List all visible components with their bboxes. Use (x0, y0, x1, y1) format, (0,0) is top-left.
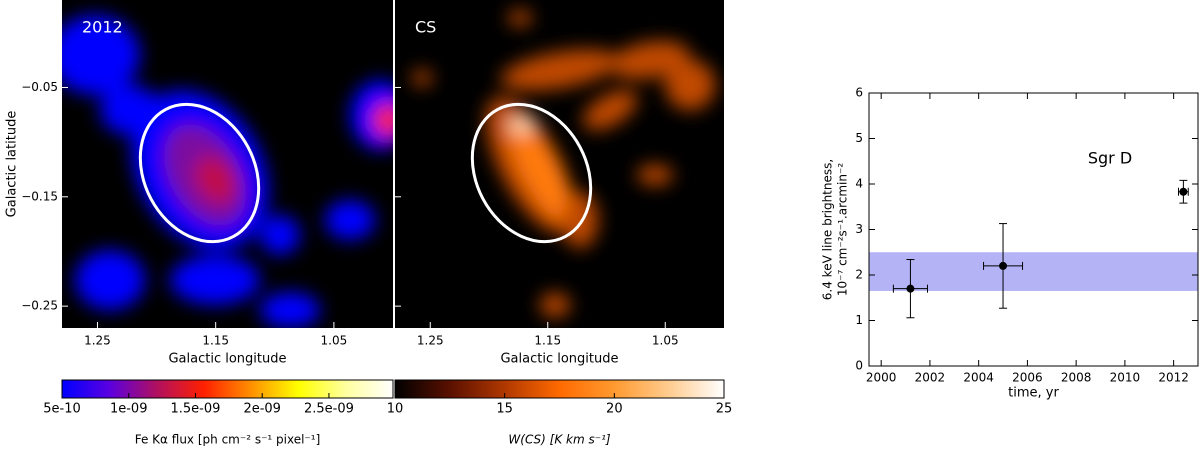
region-ellipse (138, 102, 261, 244)
colorbar-tick-label: 10 (387, 402, 404, 417)
emission-map (62, 15, 393, 328)
x-tick-label: 1.15 (534, 334, 561, 348)
image-panel (62, 0, 393, 328)
emission-blob (562, 192, 598, 248)
plot-background (869, 93, 1198, 366)
emission-blob (500, 49, 620, 91)
x-tick-label: 2008 (1061, 371, 1092, 385)
panel-label: 2012 (82, 18, 123, 37)
x-axis-label: time, yr (1008, 386, 1059, 401)
image-panel (395, 0, 724, 328)
y-tick-label: 0 (855, 359, 863, 373)
x-tick-label: 2006 (1012, 371, 1043, 385)
emission-blob (508, 10, 532, 26)
x-tick-label: 1.05 (652, 334, 679, 348)
y-axis-label: 6.4 keV line brightness, (821, 159, 835, 300)
x-axis-label: Galactic longitude (500, 352, 618, 367)
y-tick-label: 3 (855, 222, 863, 236)
emission-blob (170, 255, 260, 305)
x-tick-label: 2000 (866, 371, 897, 385)
x-tick-label: 1.05 (321, 334, 348, 348)
colorbar-tick-label: 1.5e-09 (171, 402, 221, 417)
data-point (906, 284, 915, 293)
emission-blob (610, 40, 690, 80)
data-point (999, 261, 1008, 270)
emission-blob (374, 104, 393, 136)
colorbar-label: W(CS) [K km s⁻¹] (508, 433, 610, 447)
y-tick-label: 1 (855, 313, 863, 327)
colorbar-tick-label: 2.5e-09 (304, 402, 354, 417)
emission-blob (540, 293, 570, 317)
emission-blob (75, 250, 145, 310)
y-tick-label: −0.15 (21, 189, 58, 203)
colorbar-tick-label: 1e-09 (110, 402, 148, 417)
x-tick-label: 2010 (1110, 371, 1141, 385)
colorbar (61, 379, 394, 399)
colorbar-tick-label: 25 (716, 402, 733, 417)
emission-blob (195, 156, 235, 204)
x-tick-label: 1.25 (417, 334, 444, 348)
y-tick-label: 6 (855, 86, 863, 100)
x-tick-label: 1.25 (84, 334, 111, 348)
shaded-band (869, 252, 1198, 291)
colorbar-tick-label: 2e-09 (243, 402, 281, 417)
y-tick-label: −0.05 (21, 80, 58, 94)
colorbar-tick-label: 20 (606, 402, 623, 417)
region-ellipse (470, 102, 593, 244)
panel-label: CS (415, 18, 436, 37)
plot-frame (868, 92, 1199, 367)
annotation: Sgr D (1088, 149, 1132, 168)
x-tick-label: 1.15 (202, 334, 229, 348)
emission-blob (100, 85, 160, 135)
data-point (1179, 187, 1188, 196)
y-axis-label: 10⁻⁷ cm⁻²s⁻¹.arcmin⁻² (836, 163, 850, 296)
y-tick-label: 2 (855, 268, 863, 282)
x-axis-label: Galactic longitude (168, 352, 286, 367)
y-tick-label: 4 (855, 177, 863, 191)
emission-blob (637, 165, 673, 185)
colorbar-label: Fe Kα flux [ph cm⁻² s⁻¹ pixel⁻¹] (135, 433, 321, 447)
emission-blob (508, 117, 536, 133)
y-tick-label: 5 (855, 131, 863, 145)
emission-blob (412, 70, 432, 86)
x-tick-label: 2012 (1158, 371, 1189, 385)
emission-blob (507, 116, 573, 224)
emission-blob (260, 292, 320, 328)
y-tick-label: −0.25 (21, 299, 58, 313)
x-tick-label: 2002 (915, 371, 946, 385)
colorbar-tick-label: 5e-10 (43, 402, 81, 417)
colorbar (394, 379, 725, 399)
emission-blob (62, 15, 140, 95)
emission-map (412, 10, 715, 317)
x-tick-label: 2004 (963, 371, 994, 385)
y-axis-label: Galactic latitude (5, 111, 20, 218)
emission-blob (325, 200, 375, 240)
colorbar-tick-label: 15 (496, 402, 513, 417)
emission-blob (582, 90, 638, 130)
emission-blob (260, 215, 300, 255)
emission-blob (665, 60, 715, 110)
